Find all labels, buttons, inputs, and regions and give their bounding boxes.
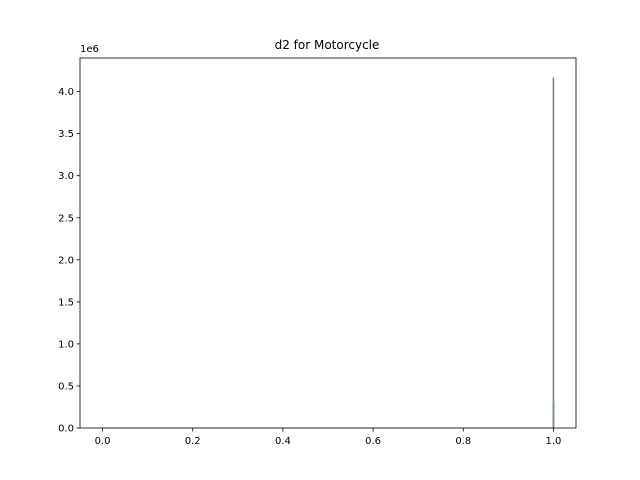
y-offset-label: 1e6 [80,44,99,55]
x-tick-label: 1.0 [546,436,562,447]
x-tick-label: 0.0 [95,436,111,447]
y-tick-label: 2.0 [58,255,74,266]
axes-frame [79,57,577,429]
y-tick-label: 0.0 [58,424,74,435]
y-tick-label: 2.5 [58,213,74,224]
plot-area [102,77,555,429]
y-tick-label: 3.0 [58,171,74,182]
y-tick-label: 1.0 [58,339,74,350]
y-tick-label: 4.0 [58,87,74,98]
y-tick-label: 0.5 [58,381,74,392]
series-0 [102,77,555,429]
y-tick-label: 1.5 [58,297,74,308]
x-axis: 0.0 0.2 0.4 0.6 0.8 1.0 [95,428,562,447]
x-tick-label: 0.6 [365,436,381,447]
chart-title: d2 for Motorcycle [275,38,380,52]
x-tick-label: 0.8 [455,436,471,447]
y-axis: 0.0 0.5 1.0 1.5 2.0 2.5 3.0 3.5 4.0 [58,87,80,435]
x-tick-label: 0.4 [275,436,291,447]
y-tick-label: 3.5 [58,129,74,140]
x-tick-label: 0.2 [185,436,201,447]
